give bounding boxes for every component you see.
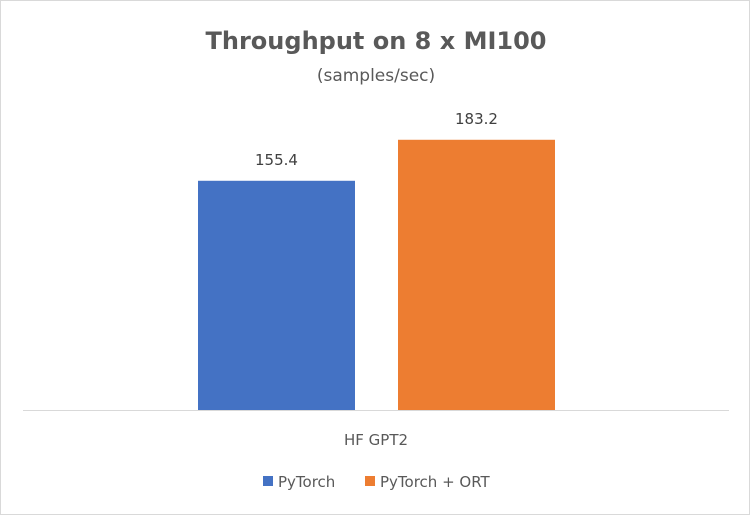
legend: PyTorch PyTorch + ORT <box>263 473 491 491</box>
data-label: 155.4 <box>255 151 298 169</box>
legend-swatch <box>263 476 273 486</box>
bar-pytorch <box>198 180 355 410</box>
legend-label: PyTorch + ORT <box>380 473 491 491</box>
legend-label: PyTorch <box>278 473 335 491</box>
category-label: HF GPT2 <box>344 431 408 449</box>
data-label: 183.2 <box>455 110 498 128</box>
legend-swatch <box>365 476 375 486</box>
chart-title: Throughput on 8 x MI100 <box>206 27 547 55</box>
chart-subtitle: (samples/sec) <box>317 66 435 86</box>
bar-pytorch-ort <box>398 139 555 410</box>
